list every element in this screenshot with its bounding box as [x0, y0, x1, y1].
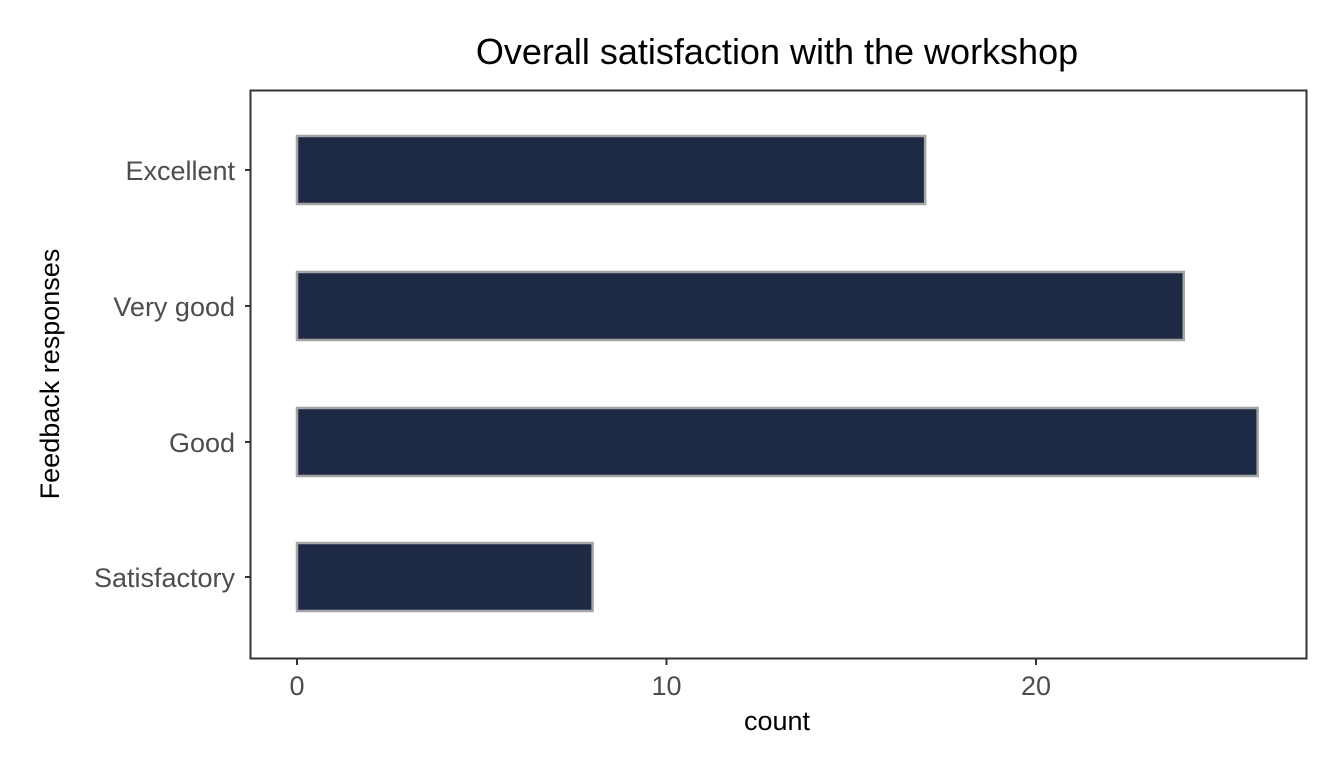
y-tick-label-good: Good	[169, 428, 235, 458]
y-tick-label-excellent: Excellent	[125, 156, 235, 186]
bars-group	[295, 134, 1259, 613]
bar-good	[295, 406, 1259, 478]
x-tick-label-20: 20	[1021, 671, 1051, 701]
bar-excellent	[295, 134, 927, 206]
y-axis: Excellent Very good Good Satisfactory	[94, 156, 251, 593]
x-tick-label-0: 0	[289, 671, 304, 701]
y-tick-label-very-good: Very good	[113, 292, 235, 322]
plot-panel	[249, 89, 1308, 660]
x-tick-label-10: 10	[651, 671, 681, 701]
chart-title: Overall satisfaction with the workshop	[476, 31, 1078, 72]
x-axis-title: count	[744, 706, 811, 736]
bar-very-good	[295, 270, 1186, 342]
y-axis-title: Feedback responses	[35, 249, 65, 500]
x-axis: 0 10 20	[289, 658, 1051, 701]
bar-satisfactory	[295, 541, 594, 613]
y-tick-label-satisfactory: Satisfactory	[94, 563, 236, 593]
